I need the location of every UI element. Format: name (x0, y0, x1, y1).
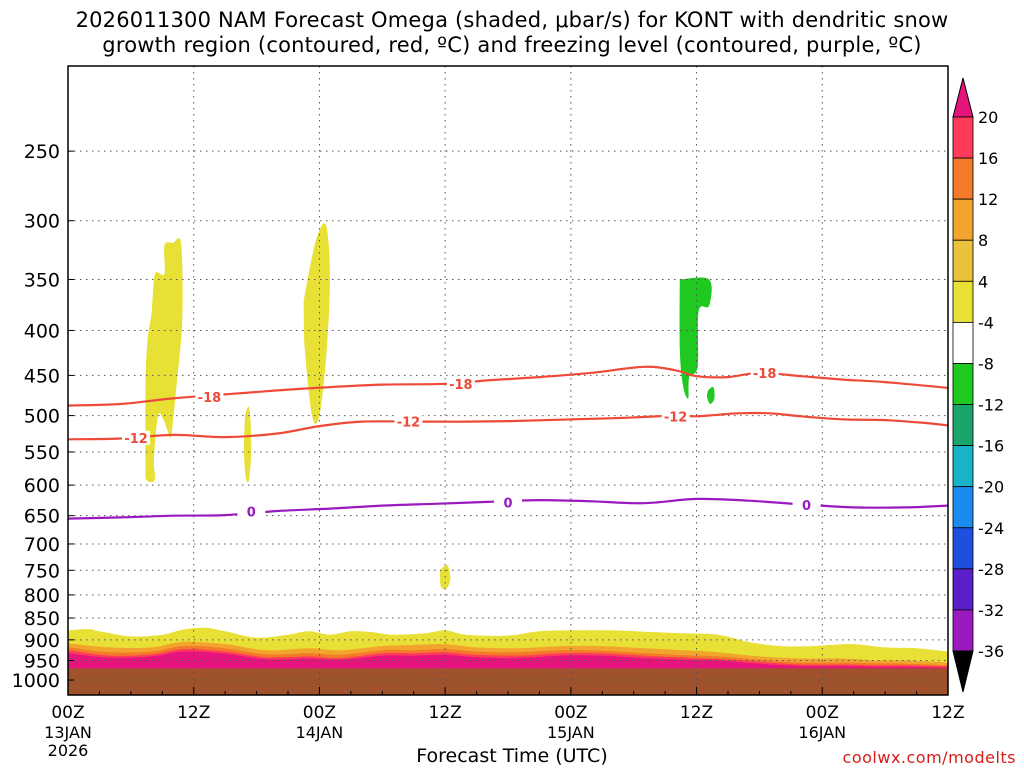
y-tick-label: 700 (24, 534, 60, 556)
colorbar-label: -12 (978, 396, 1004, 415)
terrain-fill (68, 668, 948, 695)
x-tick-label: 12Z (177, 703, 210, 723)
y-tick-label: 750 (24, 560, 60, 582)
y-tick-label: 950 (24, 650, 60, 672)
contour-label: -18 (449, 378, 473, 393)
colorbar-label: -4 (978, 313, 994, 332)
colorbar-swatch (952, 568, 974, 611)
colorbar-swatch (952, 363, 974, 405)
contour-label: -12 (124, 432, 148, 447)
colorbar-label: 8 (978, 231, 988, 250)
omega-region-1 (145, 237, 183, 483)
colorbar-swatch (952, 321, 974, 364)
x-tick-sublabel: 13JAN (44, 723, 92, 742)
colorbar-swatch (952, 280, 974, 323)
colorbar-label: -24 (978, 519, 1004, 538)
x-tick-sublabel: 15JAN (547, 723, 595, 742)
colorbar-top-arrow (952, 77, 974, 118)
x-tick-label: 00Z (51, 703, 84, 723)
contour-label: 0 (503, 497, 512, 512)
y-tick-label: 300 (24, 211, 60, 233)
omega-region-5 (679, 277, 712, 399)
colorbar: 20 16 12 8 4 -4 -8 -12 -16 -20 -24 -28 -32 -36 (952, 77, 1004, 693)
colorbar-swatch (952, 198, 974, 241)
y-tick-label: 550 (24, 442, 60, 464)
x-axis-title: Forecast Time (UTC) (416, 745, 608, 767)
colorbar-label: 4 (978, 272, 988, 291)
credit-link[interactable]: coolwx.com/modelts (842, 748, 1016, 767)
contour-label: -18 (753, 367, 777, 382)
colorbar-swatch (952, 445, 974, 488)
chart-title-line-2: growth region (contoured, red, ºC) and f… (102, 33, 922, 57)
y-tick-label: 650 (24, 506, 60, 528)
colorbar-swatch (952, 239, 974, 282)
x-tick-label: 12Z (429, 703, 462, 723)
y-tick-label: 1000 (12, 670, 60, 692)
colorbar-label: 12 (978, 190, 998, 209)
colorbar-label: 20 (978, 108, 998, 127)
colorbar-label: -36 (978, 642, 1004, 661)
contour-label: 0 (247, 506, 256, 521)
x-tick-sublabel: 16JAN (798, 723, 846, 742)
contour-dendritic--12 (68, 411, 948, 441)
colorbar-label: -28 (978, 560, 1004, 579)
colorbar-label: -16 (978, 437, 1004, 456)
colorbar-swatch (952, 404, 974, 447)
contour-dendritic--18 (68, 365, 948, 407)
contour-label: -12 (397, 416, 421, 431)
x-tick-label: 12Z (680, 703, 713, 723)
y-tick-label: 600 (24, 475, 60, 497)
contour-label: 0 (802, 499, 811, 514)
y-tick-label: 400 (24, 320, 60, 342)
y-tick-label: 850 (24, 608, 60, 630)
plot-frame (67, 65, 949, 696)
y-tick-label: 450 (24, 365, 60, 387)
contour-label: -18 (198, 391, 222, 406)
colorbar-swatch (952, 116, 974, 159)
colorbar-swatch (952, 486, 974, 529)
colorbar-label: -32 (978, 601, 1004, 620)
x-tick-label: 00Z (303, 703, 336, 723)
x-tick-label: 00Z (806, 703, 839, 723)
colorbar-label: -8 (978, 354, 994, 373)
x-tick-sublabel: 2026 (48, 741, 89, 760)
x-tick-label: 12Z (931, 703, 964, 723)
colorbar-swatch (952, 609, 974, 652)
y-tick-label: 250 (24, 141, 60, 163)
colorbar-swatch (952, 157, 974, 200)
omega-region-6 (706, 386, 715, 405)
y-tick-label: 500 (24, 406, 60, 428)
x-tick-sublabel: 14JAN (296, 723, 344, 742)
colorbar-label: 16 (978, 149, 998, 168)
x-tick-label: 00Z (554, 703, 587, 723)
chart-title-line-1: 2026011300 NAM Forecast Omega (shaded, μ… (75, 8, 949, 32)
y-tick-label: 800 (24, 585, 60, 607)
plot-area: -18 -18 -18 -12 -12 -12 0 0 0 (68, 66, 948, 695)
contour-label: -12 (664, 410, 688, 425)
omega-region-2 (243, 406, 252, 483)
colorbar-label: -20 (978, 478, 1004, 497)
colorbar-swatch (952, 527, 974, 570)
y-tick-label: 900 (24, 630, 60, 652)
colorbar-bottom-arrow (952, 650, 974, 693)
y-tick-label: 350 (24, 270, 60, 292)
omega-region-3 (303, 223, 330, 424)
